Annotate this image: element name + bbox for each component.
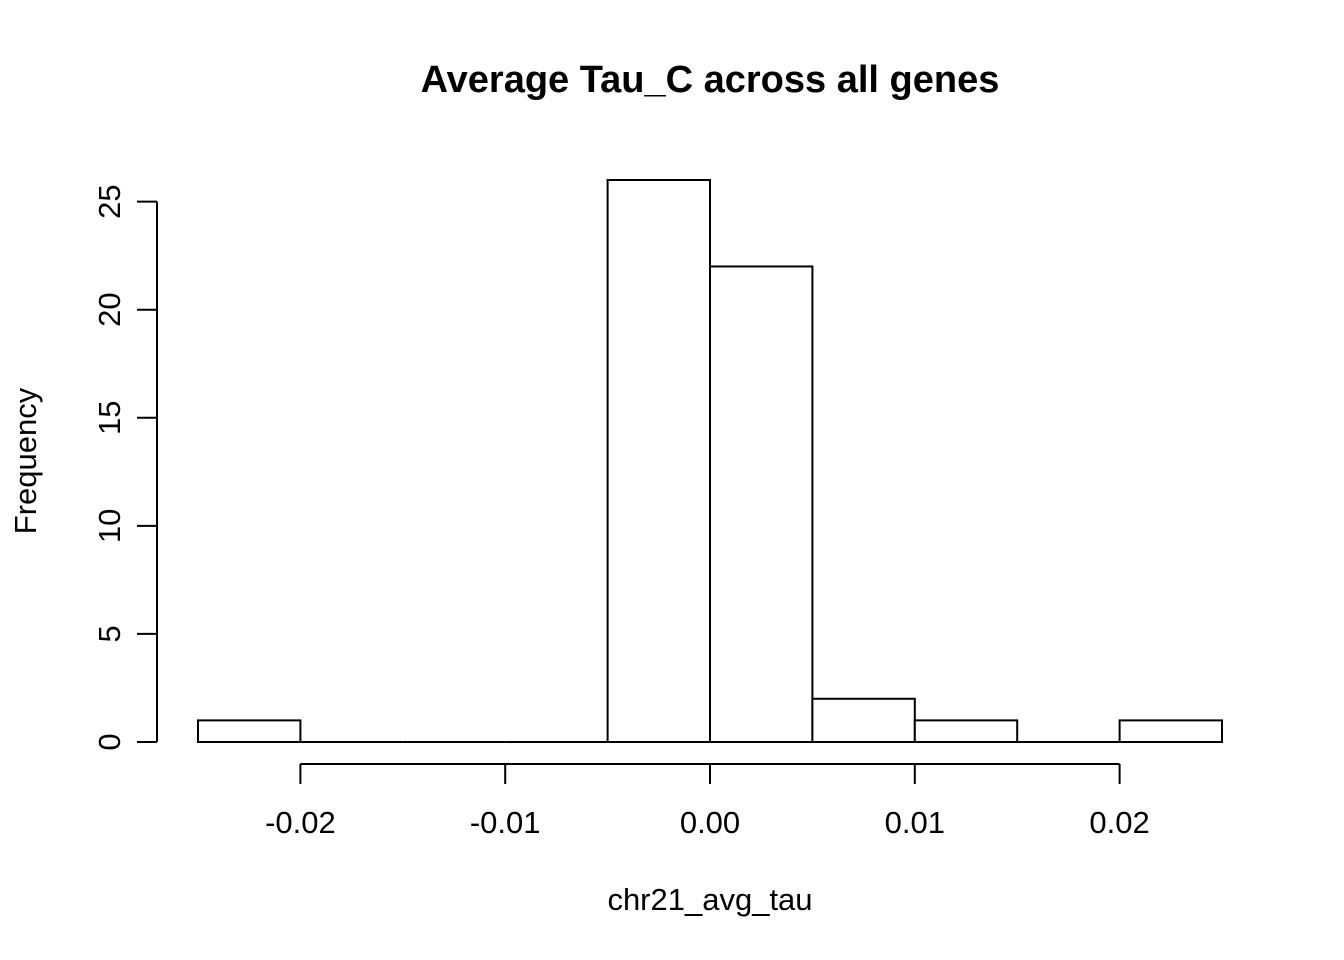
y-tick-label: 25 xyxy=(92,184,127,218)
y-tick-label: 20 xyxy=(92,292,127,326)
x-tick-label: 0.02 xyxy=(1089,805,1149,840)
y-axis-label: Frequency xyxy=(8,387,43,534)
y-tick-label: 10 xyxy=(92,509,127,543)
histogram-bar xyxy=(606,179,711,743)
y-axis: 0 5 10 15 20 25 xyxy=(92,184,158,751)
histogram-bar xyxy=(913,719,1019,744)
y-tick-label: 0 xyxy=(92,733,127,750)
x-tick-label: 0.01 xyxy=(885,805,945,840)
histogram-bar xyxy=(1118,719,1223,744)
x-tick-label: -0.02 xyxy=(265,805,336,840)
x-axis-label: chr21_avg_tau xyxy=(607,882,812,917)
histogram-bar xyxy=(709,265,814,743)
histogram-bars xyxy=(197,179,1223,744)
x-axis: -0.02 -0.01 0.00 0.01 0.02 xyxy=(265,763,1150,840)
y-tick-label: 5 xyxy=(92,625,127,642)
histogram-bar xyxy=(197,719,302,744)
histogram-bar xyxy=(811,697,916,743)
y-tick-label: 15 xyxy=(92,401,127,435)
x-tick-label: 0.00 xyxy=(680,805,740,840)
chart-title: Average Tau_C across all genes xyxy=(421,59,1000,101)
x-tick-label: -0.01 xyxy=(470,805,541,840)
